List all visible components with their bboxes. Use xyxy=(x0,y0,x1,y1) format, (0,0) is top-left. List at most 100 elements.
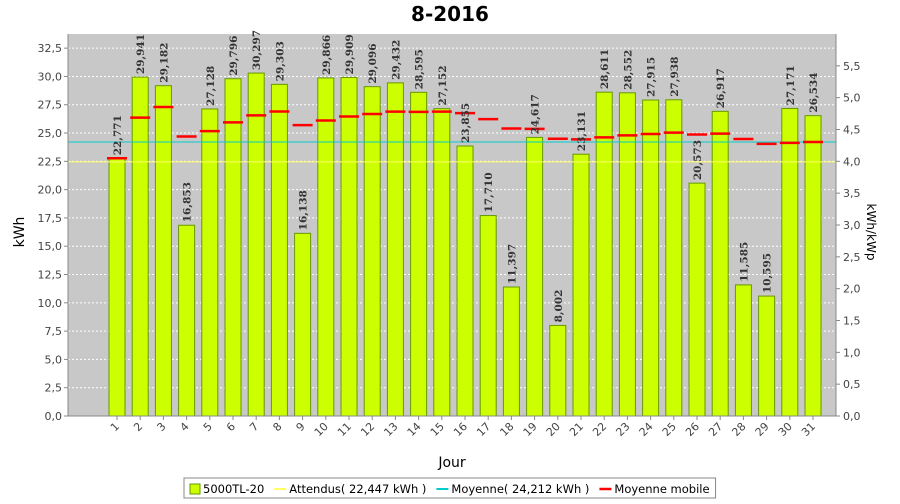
legend-label: Attendus( 22,447 kWh ) xyxy=(289,482,426,496)
legend-label: 5000TL-20 xyxy=(203,482,264,496)
x-tick-label: 20 xyxy=(544,420,563,439)
bar xyxy=(781,107,799,417)
data-label: 27,938 xyxy=(669,57,681,97)
data-label: 29,303 xyxy=(274,41,286,81)
data-label: 27,171 xyxy=(785,65,797,105)
x-tick-label: 27 xyxy=(706,420,725,439)
data-label: 29,909 xyxy=(344,34,356,74)
data-label: 16,853 xyxy=(182,182,194,222)
data-label: 24,617 xyxy=(530,94,542,134)
data-label: 28,595 xyxy=(414,49,426,89)
y-tick-label: 20,0 xyxy=(38,184,63,197)
x-tick-label: 24 xyxy=(637,420,656,439)
y2-tick-label: 4,5 xyxy=(843,124,861,137)
data-label: 27,152 xyxy=(437,65,449,105)
bar xyxy=(549,324,567,417)
data-label: 29,432 xyxy=(390,40,402,80)
bar xyxy=(154,85,172,417)
bar xyxy=(804,115,822,417)
bar xyxy=(131,76,149,417)
reference-lines xyxy=(68,141,836,163)
y2-tick-label: 0,0 xyxy=(843,410,861,423)
x-tick-label: 22 xyxy=(590,420,609,439)
data-label: 20,573 xyxy=(692,140,704,180)
bar xyxy=(178,224,196,417)
bar xyxy=(688,182,706,417)
y2-tick-label: 2,5 xyxy=(843,251,861,264)
data-label: 11,585 xyxy=(738,242,750,282)
bar xyxy=(642,99,660,417)
data-label: 29,096 xyxy=(367,43,379,83)
data-label: 26,534 xyxy=(808,72,820,112)
y-tick-label: 5,0 xyxy=(45,353,63,366)
x-tick-label: 13 xyxy=(381,420,400,439)
x-tick-label: 10 xyxy=(312,420,331,439)
y-tick-label: 27,5 xyxy=(38,99,63,112)
x-tick-label: 6 xyxy=(224,420,238,434)
x-tick-label: 17 xyxy=(474,420,493,439)
bar xyxy=(201,108,219,417)
y-axis-label: kWh xyxy=(12,217,28,248)
x-tick-label: 30 xyxy=(776,420,795,439)
y2-tick-label: 4,0 xyxy=(843,155,861,168)
y-tick-label: 17,5 xyxy=(38,212,63,225)
bar xyxy=(734,284,752,417)
bar xyxy=(386,82,404,417)
x-tick-label: 28 xyxy=(729,420,748,439)
legend-item: 5000TL-20 xyxy=(189,482,264,496)
x-tick-label: 23 xyxy=(613,420,632,439)
data-label: 26,917 xyxy=(715,68,727,108)
y-axis-ticks: 0,0 2,5 5,0 7,5 10,0 12,5 15,0 17,5 20,0 22,5 25,0… xyxy=(38,42,68,423)
bar xyxy=(572,153,590,417)
data-label: 23,131 xyxy=(576,111,588,151)
bar xyxy=(595,91,613,417)
legend-label: Moyenne mobile xyxy=(614,482,709,496)
y2-tick-label: 1,5 xyxy=(843,315,861,328)
bar xyxy=(758,295,776,417)
data-label: 11,397 xyxy=(506,244,518,284)
y2-tick-label: 5,5 xyxy=(843,60,861,73)
bar xyxy=(294,232,312,417)
data-label: 17,710 xyxy=(483,172,495,212)
y2-tick-label: 1,0 xyxy=(843,346,861,359)
data-label: 27,128 xyxy=(205,66,217,106)
data-label: 8,002 xyxy=(553,290,565,323)
x-tick-label: 14 xyxy=(405,420,424,439)
data-label: 29,866 xyxy=(321,35,333,75)
y-tick-label: 25,0 xyxy=(38,127,63,140)
bar xyxy=(526,136,544,417)
bar xyxy=(711,110,729,417)
legend-label: Moyenne( 24,212 kWh ) xyxy=(451,482,589,496)
y-tick-label: 7,5 xyxy=(45,325,63,338)
bar xyxy=(479,215,497,417)
bar xyxy=(340,76,358,417)
data-label: 23,855 xyxy=(460,103,472,143)
legend-item: Moyenne mobile xyxy=(599,482,710,496)
y-tick-label: 32,5 xyxy=(38,42,63,55)
y-tick-label: 0,0 xyxy=(45,410,63,423)
legend-item: Attendus( 22,447 kWh ) xyxy=(274,482,426,496)
x-tick-label: 9 xyxy=(294,420,308,434)
data-label: 28,552 xyxy=(622,50,634,90)
bar xyxy=(456,145,474,417)
data-label: 29,182 xyxy=(158,43,170,83)
y-tick-label: 30,0 xyxy=(38,70,63,83)
moving-average-markers xyxy=(107,105,823,160)
x-tick-label: 25 xyxy=(660,420,679,439)
bar xyxy=(410,91,428,417)
x-tick-label: 16 xyxy=(451,420,470,439)
x-axis-label: Jour xyxy=(437,455,466,471)
data-label: 29,796 xyxy=(228,36,240,76)
bar xyxy=(108,157,126,417)
y2-axis-label: kWh/kWp xyxy=(864,204,878,261)
x-tick-label: 8 xyxy=(270,420,284,434)
bar xyxy=(665,99,683,417)
x-tick-label: 29 xyxy=(753,420,772,439)
data-label: 16,138 xyxy=(298,190,310,230)
legend: 5000TL-20 Attendus( 22,447 kWh ) Moyenne( … xyxy=(183,477,717,499)
x-tick-label: 26 xyxy=(683,420,702,439)
data-label: 22,771 xyxy=(112,115,124,155)
gridlines xyxy=(68,47,836,389)
chart-title: 8-2016 xyxy=(411,2,489,26)
